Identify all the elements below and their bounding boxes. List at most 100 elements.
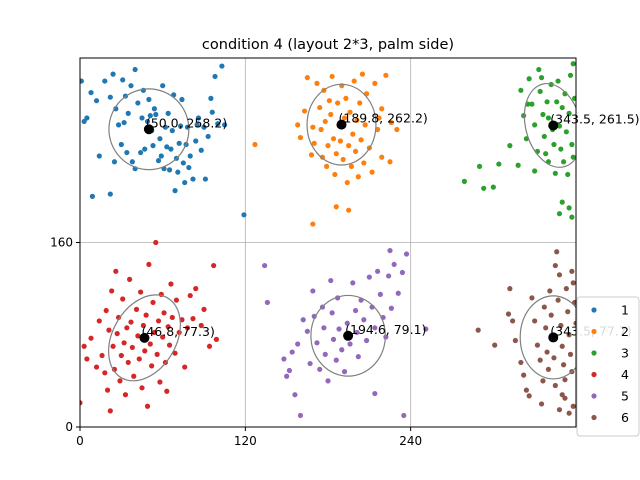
data-point (295, 341, 301, 347)
data-point (350, 280, 356, 286)
chart-title: condition 4 (layout 2*3, palm side) (202, 37, 454, 53)
data-point (310, 124, 316, 130)
data-point (115, 314, 122, 321)
data-point (147, 113, 153, 119)
data-point (490, 184, 496, 190)
data-point (355, 174, 361, 180)
data-point (532, 122, 538, 128)
data-point (124, 325, 130, 331)
data-point (540, 378, 546, 384)
data-point (569, 141, 575, 148)
data-point (538, 401, 545, 407)
data-point (96, 318, 102, 324)
data-point (376, 115, 382, 121)
data-point (122, 392, 129, 398)
data-point (161, 310, 167, 316)
data-point (558, 322, 564, 329)
centroid-label: (50.0, 258.2) (146, 115, 227, 130)
spread-ellipse (310, 294, 386, 377)
data-point (219, 63, 225, 69)
centroid-marker (548, 332, 559, 343)
data-point (168, 146, 174, 152)
data-point (347, 341, 353, 347)
data-point (80, 400, 83, 406)
data-point (175, 169, 181, 175)
data-point (202, 176, 208, 182)
data-point (213, 336, 219, 342)
data-point (138, 289, 144, 295)
data-point (84, 356, 90, 362)
data-point (351, 78, 357, 84)
data-point (388, 305, 394, 311)
data-point (322, 351, 328, 357)
data-point (187, 153, 193, 159)
data-point (521, 113, 527, 119)
data-point (326, 98, 332, 104)
data-point (241, 212, 247, 218)
data-point (554, 99, 560, 105)
data-point (363, 337, 370, 344)
data-point (547, 288, 553, 294)
data-point (289, 349, 295, 355)
data-point (340, 156, 346, 163)
centroid-marker (139, 332, 150, 343)
data-point (362, 122, 368, 128)
data-point (317, 366, 323, 372)
data-point (284, 373, 290, 379)
data-point (496, 161, 502, 167)
spread-ellipse (108, 294, 181, 382)
data-point (88, 89, 94, 96)
data-point (177, 123, 184, 129)
data-point (325, 378, 331, 384)
data-point (361, 160, 367, 166)
data-point (211, 262, 217, 269)
data-point (139, 115, 145, 121)
data-point (153, 111, 159, 118)
data-point (128, 83, 134, 89)
data-point (492, 342, 498, 348)
legend-marker (591, 307, 597, 313)
data-point (96, 153, 102, 159)
data-point (136, 356, 142, 362)
data-point (388, 119, 394, 126)
data-point (507, 143, 513, 149)
data-point (383, 72, 389, 78)
data-point (121, 119, 127, 126)
data-point (515, 162, 521, 168)
data-point (566, 110, 572, 116)
data-point (556, 211, 563, 217)
plot-area: (50.0, 258.2) (189.8, 262.2) (343.5, 261.5… (80, 61, 640, 419)
data-point (117, 378, 123, 384)
data-point (184, 325, 191, 331)
data-point (300, 317, 306, 323)
data-point (399, 269, 405, 276)
data-point (310, 288, 316, 294)
data-point (394, 126, 400, 133)
data-point (120, 77, 126, 83)
spread-ellipse (108, 88, 190, 171)
centroid-marker (343, 330, 354, 341)
data-point (125, 359, 131, 366)
data-point (169, 128, 175, 134)
data-point (328, 277, 334, 284)
data-point (461, 178, 467, 184)
data-point (551, 355, 557, 361)
data-point (548, 312, 554, 318)
data-point (132, 66, 138, 73)
data-point (325, 143, 331, 149)
data-point (135, 333, 141, 339)
data-point (114, 330, 120, 337)
data-point (330, 136, 337, 142)
data-point (133, 306, 140, 312)
data-point (310, 221, 316, 227)
data-point (160, 334, 166, 340)
data-point (330, 336, 337, 342)
data-point (566, 205, 572, 211)
x-tick-label: 0 (76, 434, 84, 448)
data-point (558, 146, 564, 152)
data-point (104, 387, 111, 393)
data-point (403, 251, 410, 257)
centroid-label: (194.6, 79.1) (345, 322, 426, 337)
data-point (125, 110, 131, 116)
data-point (304, 75, 310, 81)
